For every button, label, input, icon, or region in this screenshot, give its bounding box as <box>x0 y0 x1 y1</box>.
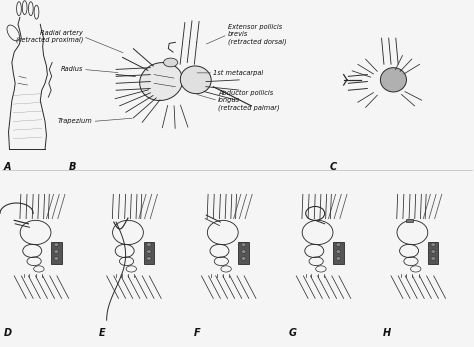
Circle shape <box>54 250 59 253</box>
Circle shape <box>431 250 436 253</box>
Ellipse shape <box>380 68 406 92</box>
Text: E: E <box>99 328 105 338</box>
FancyBboxPatch shape <box>238 242 249 264</box>
Text: C: C <box>329 162 337 172</box>
Text: G: G <box>288 328 296 338</box>
Circle shape <box>54 243 59 246</box>
Circle shape <box>336 250 341 253</box>
FancyBboxPatch shape <box>51 242 62 264</box>
Text: B: B <box>69 162 76 172</box>
Circle shape <box>146 250 151 253</box>
Text: D: D <box>4 328 12 338</box>
Ellipse shape <box>180 66 211 94</box>
Text: Radius: Radius <box>61 66 83 73</box>
Circle shape <box>54 257 59 260</box>
FancyBboxPatch shape <box>333 242 344 264</box>
Ellipse shape <box>164 58 178 67</box>
Circle shape <box>431 243 436 246</box>
Text: F: F <box>193 328 200 338</box>
Circle shape <box>431 257 436 260</box>
FancyBboxPatch shape <box>428 242 438 264</box>
Circle shape <box>241 250 246 253</box>
Text: A: A <box>4 162 11 172</box>
Circle shape <box>336 257 341 260</box>
Circle shape <box>336 243 341 246</box>
Text: Abductor pollicis
longus
(retracted palmar): Abductor pollicis longus (retracted palm… <box>218 90 280 111</box>
Circle shape <box>241 257 246 260</box>
Text: 1st metacarpal: 1st metacarpal <box>213 70 264 76</box>
FancyBboxPatch shape <box>406 219 413 222</box>
Circle shape <box>146 257 151 260</box>
Text: Radial artery
(retracted proximal): Radial artery (retracted proximal) <box>16 29 83 43</box>
Circle shape <box>241 243 246 246</box>
FancyBboxPatch shape <box>144 242 154 264</box>
Text: Extensor pollicis
brevis
(retracted dorsal): Extensor pollicis brevis (retracted dors… <box>228 24 286 45</box>
Circle shape <box>146 243 151 246</box>
Ellipse shape <box>140 62 182 101</box>
Text: Trapezium: Trapezium <box>58 118 92 125</box>
Text: H: H <box>383 328 391 338</box>
